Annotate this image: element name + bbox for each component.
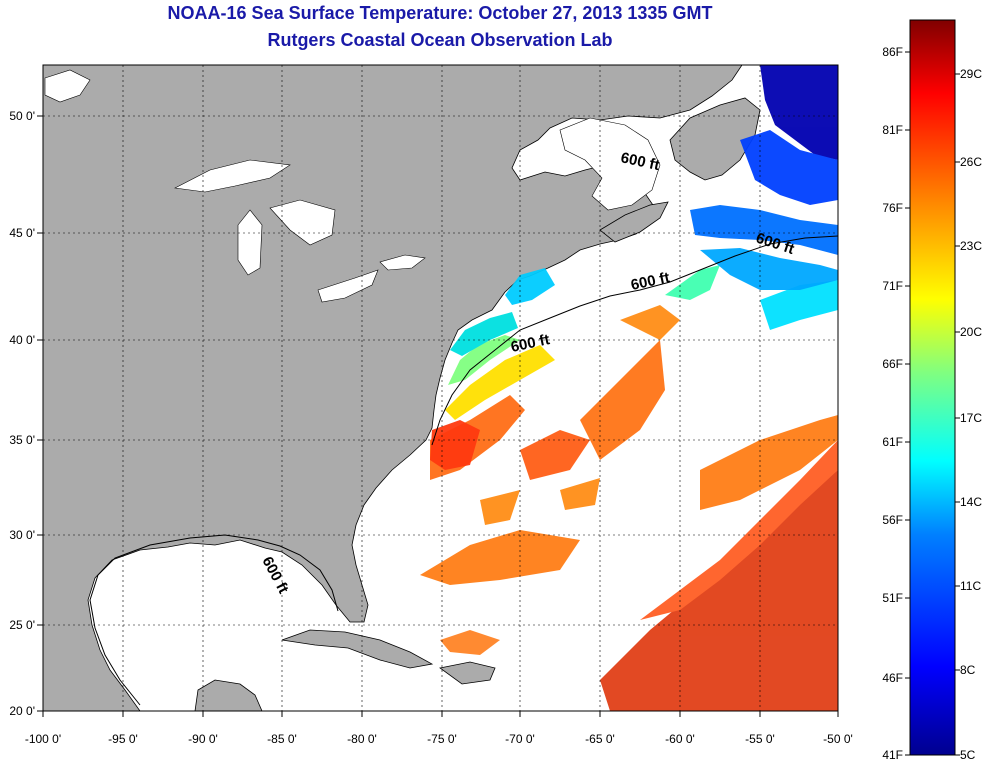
colorbar-f-label: 71F xyxy=(882,279,903,293)
sst-warm-region xyxy=(420,305,838,711)
colorbar-f-label: 56F xyxy=(882,513,903,527)
y-tick-label: 40 0' xyxy=(9,333,35,347)
colorbar-c-label: 17C xyxy=(960,411,982,425)
colorbar-f-label: 41F xyxy=(882,748,903,762)
yucatan-land xyxy=(194,679,263,711)
colorbar-c-label: 5C xyxy=(960,748,976,762)
x-tick-label: -90 0' xyxy=(188,732,218,746)
colorbar xyxy=(909,19,956,756)
cuba-land xyxy=(281,629,434,669)
x-axis-ticks: -100 0' -95 0' -90 0' -85 0' -80 0' -75 0' -70… xyxy=(25,711,853,746)
hispaniola-land xyxy=(439,661,496,685)
colorbar-c-label: 29C xyxy=(960,67,982,81)
x-tick-label: -60 0' xyxy=(665,732,695,746)
colorbar-c-label: 23C xyxy=(960,239,982,253)
colorbar-f-label: 51F xyxy=(882,591,903,605)
colorbar-f-label: 76F xyxy=(882,201,903,215)
x-tick-label: -80 0' xyxy=(347,732,377,746)
y-tick-label: 50 0' xyxy=(9,109,35,123)
x-tick-label: -65 0' xyxy=(585,732,615,746)
nova-scotia-land xyxy=(599,201,669,243)
x-tick-label: -95 0' xyxy=(108,732,138,746)
colorbar-c-label: 11C xyxy=(960,579,981,593)
sst-shelf-region xyxy=(430,265,838,470)
colorbar-f-label: 61F xyxy=(882,435,903,449)
x-tick-label: -70 0' xyxy=(505,732,535,746)
x-tick-label: -50 0' xyxy=(823,732,853,746)
map-border xyxy=(42,64,839,712)
colorbar-c-label: 26C xyxy=(960,155,982,169)
x-tick-label: -85 0' xyxy=(267,732,297,746)
colorbar-f-label: 81F xyxy=(882,123,903,137)
y-tick-label: 20 0' xyxy=(9,704,35,718)
y-tick-label: 25 0' xyxy=(9,618,35,632)
map-title: NOAA-16 Sea Surface Temperature: October… xyxy=(167,3,713,23)
colorbar-c-label: 8C xyxy=(960,663,976,677)
colorbar-f-label: 86F xyxy=(882,45,903,59)
gulf-st-lawrence xyxy=(559,117,661,211)
map-subtitle: Rutgers Coastal Ocean Observation Lab xyxy=(267,30,613,50)
y-tick-label: 35 0' xyxy=(9,433,35,447)
y-tick-label: 45 0' xyxy=(9,226,35,240)
sst-cold-region xyxy=(690,65,838,290)
600ft-contour xyxy=(89,235,838,706)
x-tick-label: -55 0' xyxy=(745,732,775,746)
colorbar-c-label: 14C xyxy=(960,495,982,509)
great-lakes xyxy=(44,69,426,303)
y-tick-label: 30 0' xyxy=(9,528,35,542)
x-tick-label: -75 0' xyxy=(427,732,457,746)
x-tick-label: -100 0' xyxy=(25,732,61,746)
colorbar-ticks: 86F 81F 76F 71F 66F 61F 56F 51F 46F 41F 29C 26C 23C 2… xyxy=(882,45,982,762)
colorbar-f-label: 46F xyxy=(882,671,903,685)
colorbar-c-label: 20C xyxy=(960,325,982,339)
north-america-land xyxy=(43,65,743,711)
y-axis-ticks: 50 0' 45 0' 40 0' 35 0' 30 0' 25 0' 20 0' xyxy=(9,109,43,718)
colorbar-f-label: 66F xyxy=(882,357,903,371)
